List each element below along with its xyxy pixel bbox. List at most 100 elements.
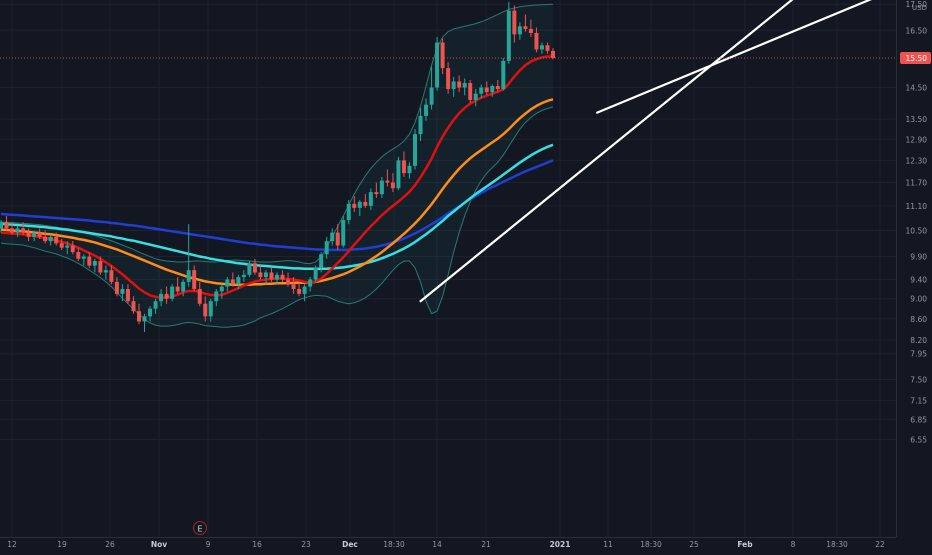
candle-body (208, 301, 213, 317)
current-price-label: 15.50 (906, 54, 928, 63)
candle-body (424, 104, 429, 116)
time-tick-label: 23 (301, 540, 311, 549)
trendline[interactable] (419, 0, 846, 303)
candle-body (379, 180, 384, 195)
candle-body (109, 270, 114, 282)
candle-body (413, 134, 417, 166)
candle-body (440, 42, 445, 69)
time-tick-label: 22 (875, 540, 885, 549)
candle-body (258, 272, 263, 278)
candle-body (407, 165, 412, 174)
candle-body (236, 277, 241, 285)
candle-body (164, 293, 169, 299)
price-tick-label: 8.20 (910, 336, 927, 345)
candle-body (120, 289, 125, 294)
candle-body (37, 232, 42, 237)
price-tick-label: 11.70 (906, 179, 928, 188)
price-tick-label: 9.90 (910, 253, 927, 262)
candle-body (59, 243, 64, 248)
candle-body (495, 85, 500, 90)
candle-body (247, 263, 252, 275)
candle-body (484, 87, 489, 93)
candle-body (551, 50, 555, 58)
candle-body (241, 274, 246, 278)
candle-body (32, 232, 37, 237)
price-tick-label: 13.50 (906, 115, 928, 124)
candle-body (263, 272, 268, 278)
candle-body (70, 245, 75, 253)
time-tick-label: 21 (481, 540, 491, 549)
candle-body (368, 192, 373, 206)
candle-body (203, 303, 208, 317)
current-price-badge (900, 51, 931, 64)
candle-body (539, 45, 544, 50)
price-tick-label: 12.30 (906, 156, 928, 165)
price-tick-label: 7.15 (910, 397, 927, 406)
candle-body (462, 82, 467, 88)
candle-body (269, 272, 274, 280)
candle-body (429, 87, 434, 105)
candle-body (175, 286, 180, 292)
candle-body (153, 301, 158, 309)
candle-body (170, 286, 175, 299)
candle-body (103, 270, 108, 273)
candle-body (186, 270, 191, 282)
candle-body (76, 252, 81, 259)
currency-label: USD (912, 4, 927, 12)
time-tick-label: 18:30 (826, 540, 848, 549)
candle-body (214, 291, 219, 302)
price-tick-label: 11.10 (906, 202, 928, 211)
price-tick-label: 9.00 (910, 295, 927, 304)
candle-body (435, 42, 440, 88)
price-tick-label: 12.90 (906, 135, 928, 144)
candle-body (319, 254, 324, 268)
earnings-marker-label: E (197, 525, 202, 534)
candle-body (357, 201, 362, 208)
time-tick-label: 18:30 (383, 540, 405, 549)
candle-body (87, 256, 92, 266)
candle-body (54, 236, 59, 244)
time-tick-label: 19 (57, 540, 67, 549)
earnings-marker[interactable] (193, 521, 207, 535)
candle-body (252, 263, 257, 273)
candle-body (197, 289, 202, 304)
candle-body (528, 28, 533, 33)
candle-body (451, 81, 456, 90)
time-tick-label: 25 (689, 540, 699, 549)
candle-body (517, 26, 522, 35)
price-tick-label: 6.55 (910, 435, 927, 444)
candle-body (352, 203, 357, 208)
candle-body (65, 245, 70, 248)
price-scale[interactable] (896, 0, 932, 550)
candle-body (230, 279, 235, 285)
candle-body (446, 68, 451, 90)
price-tick-label: 7.95 (910, 350, 927, 359)
time-scale[interactable] (0, 537, 896, 550)
trendline[interactable] (596, 0, 932, 114)
time-tick-label: 14 (432, 540, 442, 549)
candle-body (181, 281, 186, 292)
price-tick-label: 10.50 (906, 226, 928, 235)
candle-body (341, 220, 346, 246)
price-tick-label: 9.40 (910, 275, 927, 284)
candle-body (10, 228, 15, 233)
candle-body (148, 308, 153, 317)
candle-body (275, 274, 279, 280)
time-tick-label: 11 (603, 540, 613, 549)
candle-body (225, 279, 230, 287)
price-tick-label: 6.85 (910, 416, 927, 425)
candle-body (131, 301, 136, 312)
bollinger-upper-line (1, 3, 554, 265)
time-tick-label: 9 (206, 540, 211, 549)
time-tick-label: 12 (7, 540, 17, 549)
candle-body (506, 10, 511, 61)
candle-body (374, 192, 379, 195)
candle-body (308, 279, 313, 287)
candle-body (335, 232, 340, 246)
candle-body (330, 232, 335, 242)
candle-body (523, 26, 528, 29)
candle-body (297, 289, 302, 294)
